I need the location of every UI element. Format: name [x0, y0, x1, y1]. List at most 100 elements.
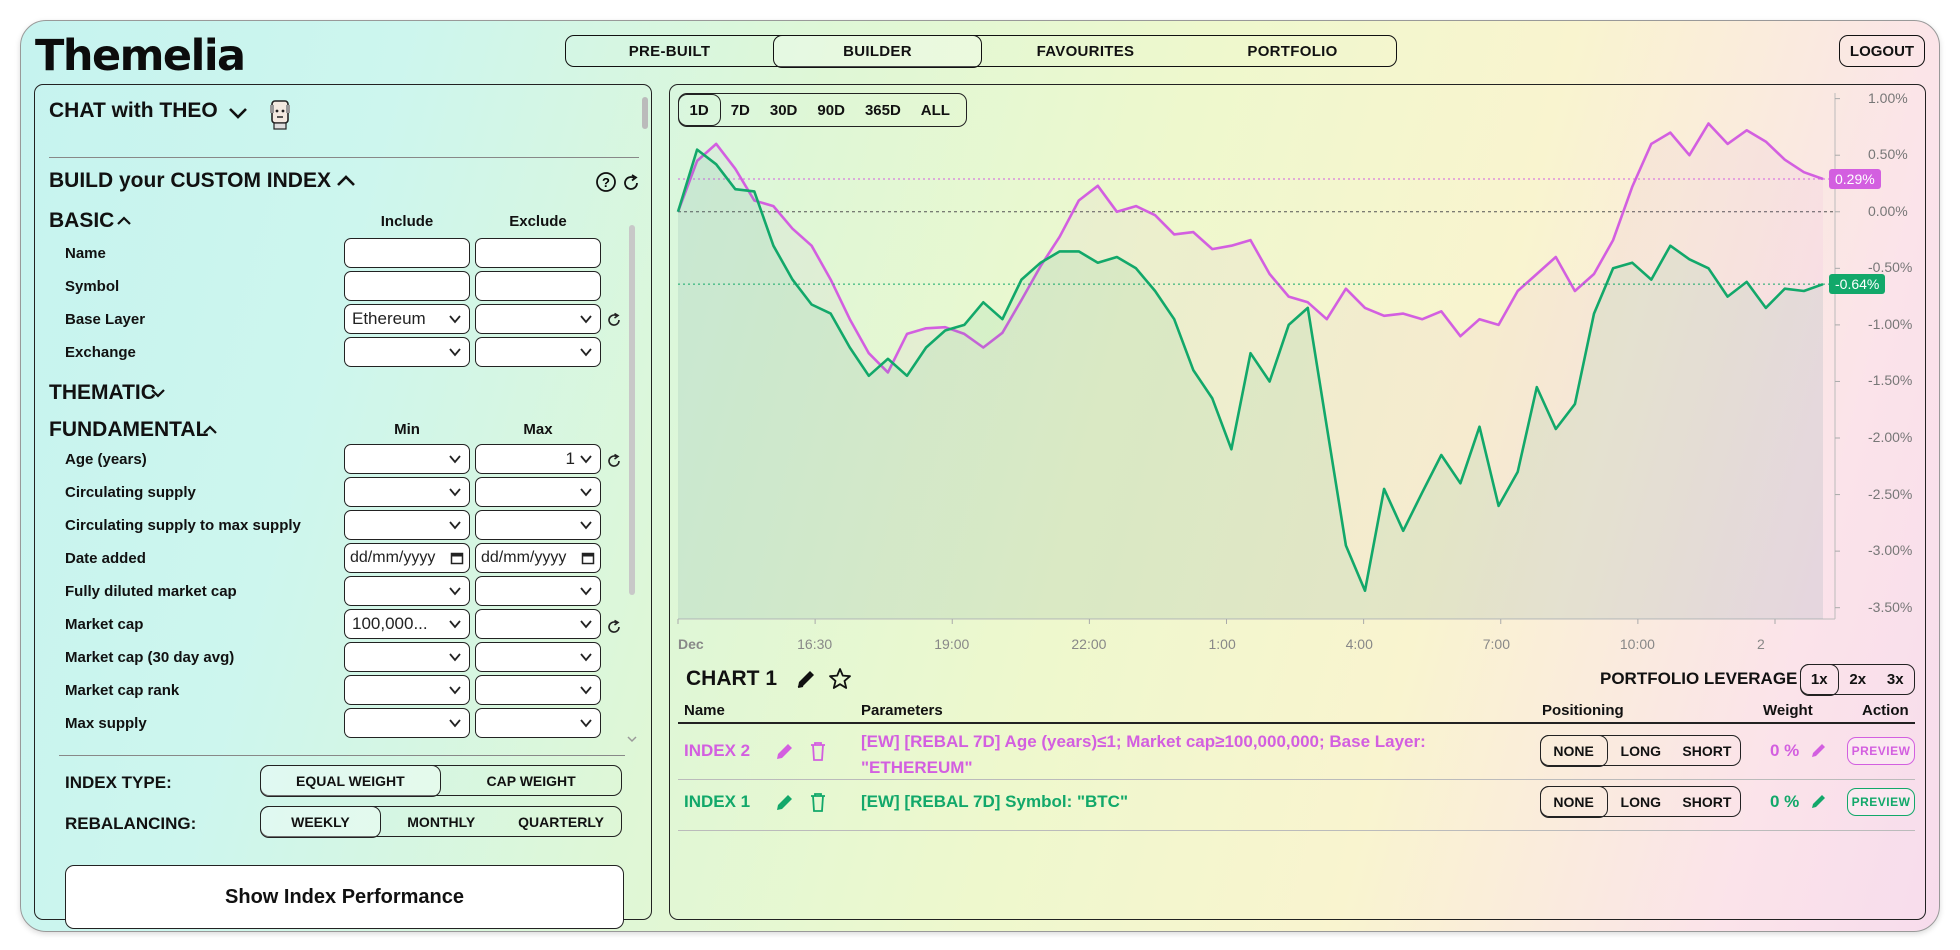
- reset-icon[interactable]: [605, 311, 623, 329]
- position-none[interactable]: NONE: [1539, 734, 1608, 767]
- tab-pre-built[interactable]: PRE-BUILT: [628, 42, 711, 60]
- chevron-up-icon[interactable]: [201, 424, 219, 436]
- market-cap-max-select[interactable]: [475, 609, 601, 639]
- x-tick-label: 4:00: [1345, 636, 1373, 652]
- index-name[interactable]: INDEX 2: [684, 741, 751, 760]
- base-layer-exclude-select[interactable]: [475, 304, 601, 334]
- tab-portfolio[interactable]: PORTFOLIO: [1247, 42, 1338, 60]
- y-tick-label: -1.00%: [1868, 315, 1913, 332]
- position-short[interactable]: SHORT: [1682, 742, 1732, 759]
- filter-label: Max supply: [65, 715, 147, 732]
- position-long[interactable]: LONG: [1620, 793, 1661, 810]
- chevron-up-icon[interactable]: [335, 173, 357, 189]
- trash-icon[interactable]: [808, 791, 828, 813]
- position-short[interactable]: SHORT: [1682, 793, 1732, 810]
- circ-to-max-max-select[interactable]: [475, 510, 601, 540]
- symbol-exclude-input[interactable]: [475, 271, 601, 301]
- symbol-include-input[interactable]: [344, 271, 470, 301]
- preview-button[interactable]: PREVIEW: [1847, 788, 1915, 816]
- chevron-down-icon: [580, 348, 592, 357]
- fundamental-section-title[interactable]: FUNDAMENTAL: [49, 418, 209, 441]
- name-exclude-input[interactable]: [475, 238, 601, 268]
- col-weight: Weight: [1763, 702, 1813, 719]
- position-none[interactable]: NONE: [1539, 785, 1608, 818]
- show-index-performance-button[interactable]: Show Index Performance: [65, 865, 624, 929]
- index-name[interactable]: INDEX 1: [684, 792, 751, 811]
- circ-to-max-min-select[interactable]: [344, 510, 470, 540]
- logout-button[interactable]: LOGOUT: [1839, 35, 1925, 67]
- range-30d[interactable]: 30D: [769, 101, 798, 119]
- market-cap-30d-min-select[interactable]: [344, 642, 470, 672]
- cap-weight-option[interactable]: CAP WEIGHT: [486, 772, 576, 789]
- chevron-down-icon: [449, 521, 461, 530]
- positioning-toggle: NONE LONG SHORT: [1539, 785, 1741, 818]
- quarterly-option[interactable]: QUARTERLY: [518, 813, 604, 830]
- monthly-option[interactable]: MONTHLY: [407, 813, 476, 830]
- fdv-min-select[interactable]: [344, 576, 470, 606]
- age-min-select[interactable]: [344, 444, 470, 474]
- basic-section-title[interactable]: BASIC: [49, 209, 115, 232]
- base-layer-include-select[interactable]: Ethereum: [344, 304, 470, 334]
- reset-icon[interactable]: [605, 618, 623, 636]
- position-long[interactable]: LONG: [1620, 742, 1661, 759]
- range-365d[interactable]: 365D: [864, 101, 901, 119]
- age-max-select[interactable]: 1: [475, 444, 601, 474]
- circulating-supply-max-select[interactable]: [475, 477, 601, 507]
- time-range-selector: 1D 7D 30D 90D 365D ALL: [677, 93, 967, 127]
- help-icon[interactable]: ?: [595, 171, 617, 193]
- max-supply-max-select[interactable]: [475, 708, 601, 738]
- star-icon[interactable]: [828, 667, 852, 691]
- edit-icon[interactable]: [1810, 792, 1828, 810]
- index1-last-value-tag: -0.64%: [1829, 274, 1886, 295]
- index2-last-value-tag: 0.29%: [1829, 168, 1881, 189]
- x-tick-label: 1:00: [1208, 636, 1236, 652]
- range-1d[interactable]: 1D: [677, 94, 721, 126]
- chevron-down-icon[interactable]: [227, 105, 249, 121]
- range-all[interactable]: ALL: [920, 101, 950, 119]
- range-90d[interactable]: 90D: [817, 101, 845, 119]
- weight-value: 0 %: [1770, 741, 1800, 760]
- y-tick-label: 0.00%: [1868, 202, 1908, 219]
- market-cap-rank-min-select[interactable]: [344, 675, 470, 705]
- market-cap-min-select[interactable]: 100,000...: [344, 609, 470, 639]
- trash-icon[interactable]: [808, 740, 828, 762]
- leverage-2x[interactable]: 2x: [1849, 671, 1867, 688]
- name-include-input[interactable]: [344, 238, 470, 268]
- chevron-down-icon: [580, 488, 592, 497]
- chevron-down-icon[interactable]: [149, 387, 167, 399]
- edit-icon[interactable]: [794, 667, 818, 691]
- exchange-include-select[interactable]: [344, 337, 470, 367]
- chart-title: CHART 1: [686, 667, 778, 690]
- range-7d[interactable]: 7D: [730, 101, 750, 119]
- max-supply-min-select[interactable]: [344, 708, 470, 738]
- circulating-supply-min-select[interactable]: [344, 477, 470, 507]
- y-tick-label: -2.00%: [1868, 429, 1913, 445]
- weekly-option[interactable]: WEEKLY: [259, 805, 382, 838]
- refresh-icon[interactable]: [621, 173, 641, 193]
- thematic-section-title[interactable]: THEMATIC: [49, 381, 156, 404]
- equal-weight-option[interactable]: EQUAL WEIGHT: [259, 764, 442, 797]
- fdv-max-select[interactable]: [475, 576, 601, 606]
- tab-builder[interactable]: BUILDER: [773, 34, 982, 68]
- reset-icon[interactable]: [605, 452, 623, 470]
- chevron-up-icon[interactable]: [115, 215, 133, 227]
- edit-icon[interactable]: [1810, 741, 1828, 759]
- market-cap-rank-max-select[interactable]: [475, 675, 601, 705]
- tab-favourites[interactable]: FAVOURITES: [1036, 42, 1135, 60]
- market-cap-30d-max-select[interactable]: [475, 642, 601, 672]
- chevron-down-icon: [580, 686, 592, 695]
- date-added-max-date-input[interactable]: dd/mm/yyyy: [475, 543, 601, 573]
- performance-chart[interactable]: [670, 85, 1927, 665]
- scroll-down-icon[interactable]: [626, 735, 638, 743]
- filters-scrollbar[interactable]: [629, 225, 635, 595]
- app-window: Themelia PRE-BUILT BUILDER FAVOURITES PO…: [20, 20, 1940, 932]
- build-title: BUILD your CUSTOM INDEX: [49, 169, 331, 192]
- exchange-exclude-select[interactable]: [475, 337, 601, 367]
- preview-button[interactable]: PREVIEW: [1847, 737, 1915, 765]
- edit-icon[interactable]: [774, 791, 796, 813]
- date-added-min-date-input[interactable]: dd/mm/yyyy: [344, 543, 470, 573]
- leverage-3x[interactable]: 3x: [1886, 671, 1904, 688]
- edit-icon[interactable]: [774, 740, 796, 762]
- leverage-1x[interactable]: 1x: [1799, 663, 1839, 696]
- chat-scrollbar[interactable]: [642, 97, 648, 129]
